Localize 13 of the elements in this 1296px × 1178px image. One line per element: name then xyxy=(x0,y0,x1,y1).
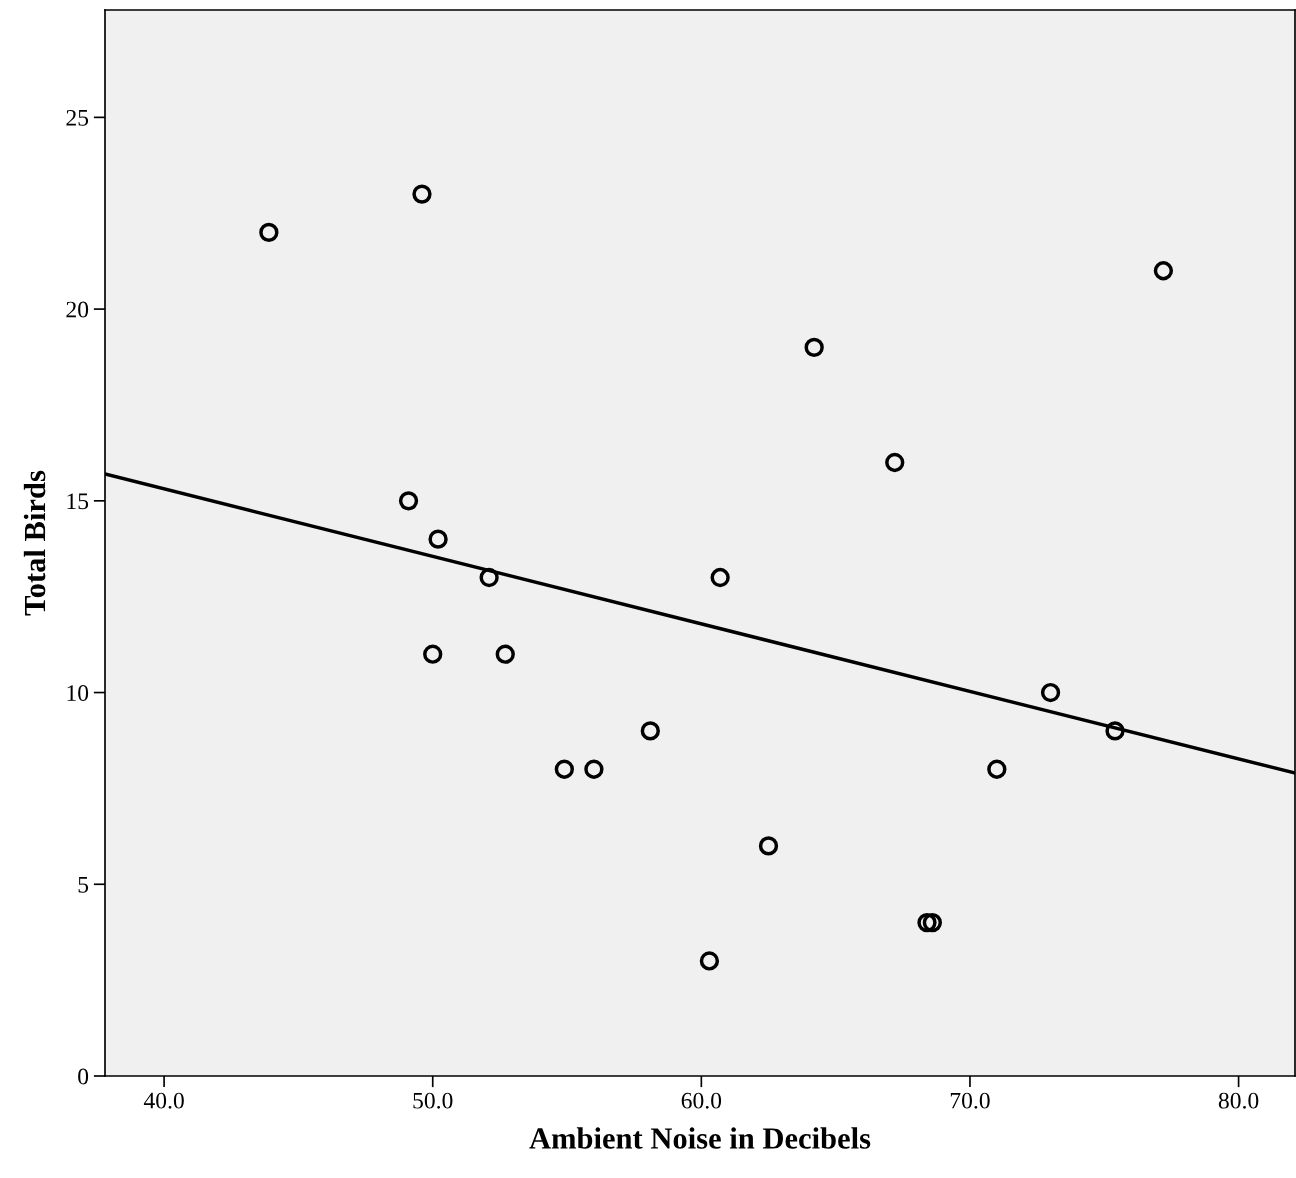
y-axis-title: Total Birds xyxy=(23,470,46,616)
x-tick-label: 60.0 xyxy=(681,1092,722,1109)
x-tick-label: 40.0 xyxy=(143,1092,184,1109)
y-tick-label: 25 xyxy=(66,109,89,126)
y-tick-label: 15 xyxy=(67,493,89,510)
y-tick-label: 5 xyxy=(78,877,89,893)
x-tick-label: 50.0 xyxy=(413,1092,453,1109)
x-tick-label: 70.0 xyxy=(950,1092,990,1109)
y-tick-label: 10 xyxy=(67,685,89,701)
x-axis-title: Ambient Noise in Decibels xyxy=(529,1127,871,1149)
y-tick-label: 20 xyxy=(66,301,89,318)
x-tick-label: 80.0 xyxy=(1218,1092,1259,1109)
y-tick-label: 0 xyxy=(78,1068,89,1085)
